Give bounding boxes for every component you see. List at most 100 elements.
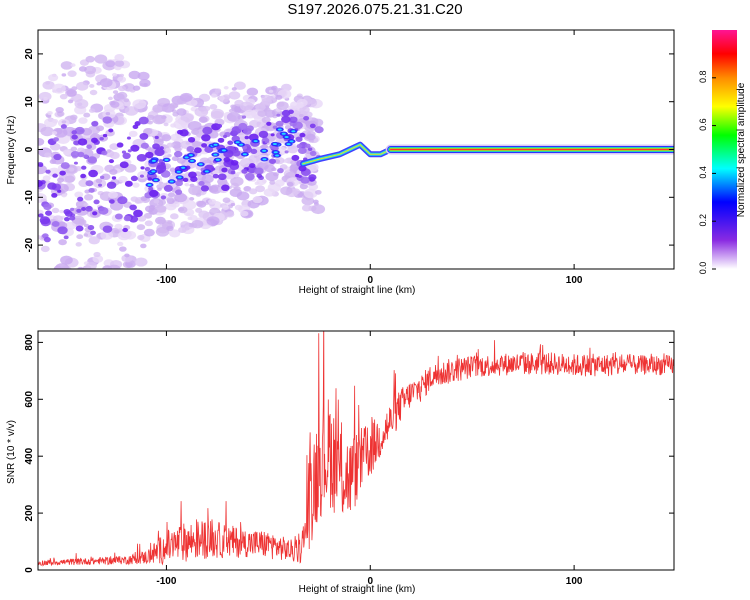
spectrogram-noise-blob — [77, 147, 86, 154]
spectrogram-signal-blob — [88, 187, 95, 193]
spectrogram-noise-blob — [165, 147, 172, 152]
spectrogram-signal-blob — [248, 163, 256, 169]
spectrogram-noise-blob — [128, 130, 138, 138]
spectrogram-signal-blob — [60, 124, 67, 129]
spectrogram-core-highlight — [289, 140, 294, 143]
spectrogram-noise-blob — [223, 85, 229, 90]
spectrogram-core-highlight — [213, 143, 218, 146]
snr-ytick-label: 600 — [24, 391, 35, 408]
spectrogram-xtick-label: 100 — [566, 275, 583, 286]
spectrogram-noise-blob — [84, 65, 97, 75]
spectrogram-signal-blob — [116, 142, 124, 148]
spectrogram-signal-blob — [182, 177, 189, 182]
spectrogram-signal-blob — [117, 196, 128, 205]
spectrogram-noise-blob — [53, 266, 64, 269]
spectrogram-noise-blob — [163, 122, 169, 127]
spectrogram-signal-blob — [241, 115, 247, 119]
spectrogram-noise-blob — [153, 199, 160, 204]
spectrogram-noise-blob — [105, 111, 111, 116]
spectrogram-noise-blob — [147, 120, 154, 125]
spectrogram-noise-blob — [255, 185, 265, 193]
spectrogram-signal-blob — [133, 209, 143, 218]
spectrogram-signal-blob — [241, 168, 248, 174]
spectrogram-noise-blob — [188, 99, 198, 107]
spectrogram-signal-blob — [288, 109, 294, 115]
spectrogram-noise-blob — [173, 119, 187, 130]
spectrogram-noise-blob — [177, 206, 188, 214]
spectrogram-noise-blob — [55, 106, 64, 113]
spectrogram-noise-blob — [103, 273, 108, 277]
spectrogram-signal-blob — [75, 225, 84, 232]
spectrogram-noise-blob — [83, 112, 91, 118]
spectrogram-noise-blob — [38, 137, 45, 146]
spectrogram-noise-blob — [129, 288, 135, 292]
spectrogram-core-highlight — [176, 170, 181, 173]
spectrogram-noise-blob — [222, 205, 230, 210]
spectrogram-xlabel: Height of straight line (km) — [299, 285, 416, 296]
spectrogram-ytick-label: 10 — [24, 96, 35, 108]
spectrogram-signal-blob — [108, 128, 114, 133]
spectrogram-noise-blob — [68, 167, 75, 172]
spectrogram-signal-blob — [71, 134, 78, 140]
spectrogram-signal-blob — [303, 115, 310, 121]
spectrogram-noise-blob — [74, 98, 89, 109]
spectrogram-signal-blob — [216, 123, 223, 129]
spectrogram-signal-blob — [51, 220, 60, 227]
spectrogram-noise-blob — [67, 70, 77, 77]
spectrogram-noise-blob — [48, 74, 59, 82]
spectrogram-signal-blob — [108, 199, 115, 204]
spectrogram-noise-blob — [100, 230, 114, 240]
spectrogram-signal-blob — [73, 161, 78, 165]
colorbar-tick-label: 0.8 — [698, 71, 708, 84]
spectrogram-signal-blob — [76, 208, 82, 213]
spectrogram-signal-blob — [309, 123, 316, 129]
spectrogram-signal-blob — [298, 165, 307, 172]
spectrogram-signal-blob — [98, 206, 109, 215]
spectrogram-noise-blob — [171, 156, 179, 162]
snr-xtick-label: 0 — [367, 576, 373, 587]
spectrogram-noise-blob — [75, 81, 89, 91]
spectrogram-noise-blob — [298, 113, 304, 118]
spectrogram-ytick-label: -20 — [24, 237, 35, 252]
spectrogram-signal-blob — [130, 175, 138, 182]
spectrogram-noise-blob — [243, 109, 257, 119]
spectrogram-noise-blob — [166, 197, 174, 203]
spectrogram-signal-blob — [284, 150, 289, 154]
spectrogram-noise-blob — [170, 123, 177, 128]
spectrogram-ytick-label: 20 — [24, 48, 35, 60]
spectrogram-noise-blob — [83, 284, 92, 290]
spectrogram-noise-blob — [180, 113, 194, 123]
spectrogram-noise-blob — [208, 184, 223, 194]
spectrogram-noise-blob — [240, 210, 249, 217]
spectrogram-noise-blob — [105, 60, 116, 68]
spectrogram-noise-blob — [152, 104, 165, 113]
spectrogram-signal-blob — [190, 176, 198, 183]
spectrogram-noise-blob — [117, 241, 124, 247]
spectrogram-noise-blob — [61, 120, 67, 124]
spectrogram-noise-blob — [226, 112, 241, 122]
spectrogram-signal-blob — [123, 215, 132, 222]
spectrogram-noise-blob — [78, 117, 88, 124]
spectrogram-core-highlight — [273, 151, 278, 154]
spectrogram-noise-blob — [311, 204, 326, 215]
spectrogram-signal-blob — [264, 139, 269, 144]
spectrogram-signal-blob — [52, 173, 58, 178]
spectrogram-noise-blob — [94, 54, 108, 64]
spectrogram-noise-blob — [136, 224, 146, 231]
spectrogram-signal-blob — [80, 173, 87, 179]
spectrogram-signal-blob — [200, 185, 210, 192]
spectrogram-signal-blob — [304, 143, 311, 149]
spectrogram-signal-blob — [272, 125, 278, 130]
spectrogram-signal-blob — [53, 137, 60, 142]
spectrogram-noise-blob — [152, 114, 166, 125]
spectrogram-noise-blob — [94, 285, 108, 295]
spectrogram-core-highlight — [184, 156, 189, 159]
spectrogram-noise-blob — [118, 175, 128, 183]
spectrogram-noise-blob — [233, 81, 246, 90]
spectrogram-signal-blob — [124, 180, 133, 187]
spectrogram-noise-blob — [155, 204, 167, 213]
spectrogram-signal-blob — [77, 138, 88, 146]
spectrogram-signal-blob — [87, 225, 95, 231]
spectrogram-signal-blob — [38, 213, 44, 218]
